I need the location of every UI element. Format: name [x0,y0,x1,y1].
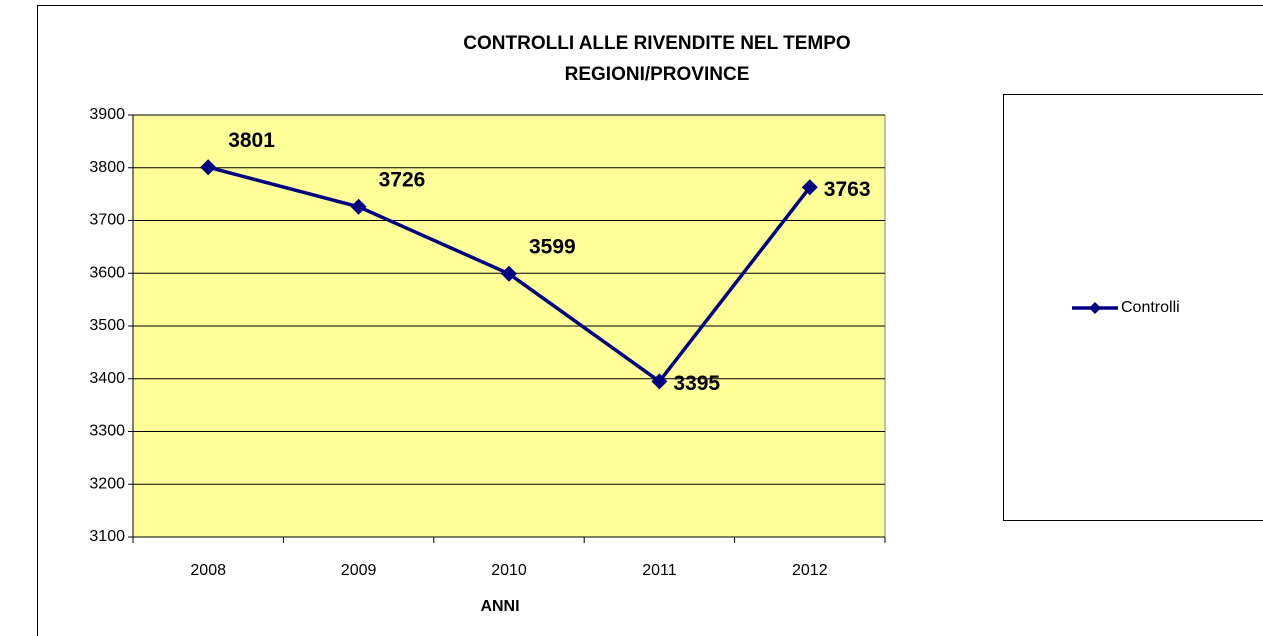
data-point [801,179,818,196]
legend-marker [1089,302,1101,314]
y-tick-label: 3300 [89,423,125,440]
legend-label: Controlli [1121,299,1180,316]
x-tick-label: 2012 [792,562,828,579]
y-tick-label: 3900 [89,106,125,123]
data-point [651,373,668,390]
x-tick-label: 2009 [341,562,377,579]
data-point [350,198,367,215]
data-label: 3726 [379,168,426,191]
data-label: 3801 [228,129,275,152]
y-tick-label: 3100 [89,528,125,545]
x-tick-label: 2008 [190,562,226,579]
x-tick-label: 2011 [642,562,677,579]
x-axis-label: ANNI [480,598,519,615]
y-tick-label: 3800 [89,159,125,176]
chart-title: CONTROLLI ALLE RIVENDITE NEL TEMPO [463,33,850,54]
y-tick-label: 3600 [89,264,125,281]
y-tick-label: 3700 [89,212,125,229]
y-tick-label: 3400 [89,370,125,387]
data-point [501,265,517,282]
y-tick-label: 3200 [89,475,125,492]
chart-subtitle: REGIONI/PROVINCE [565,64,750,85]
data-point [200,159,217,176]
x-tick-label: 2010 [491,562,527,579]
data-label: 3599 [529,235,576,258]
legend-box [1003,94,1263,521]
y-tick-label: 3500 [89,317,125,334]
data-label: 3763 [824,178,871,201]
data-label: 3395 [673,372,720,395]
